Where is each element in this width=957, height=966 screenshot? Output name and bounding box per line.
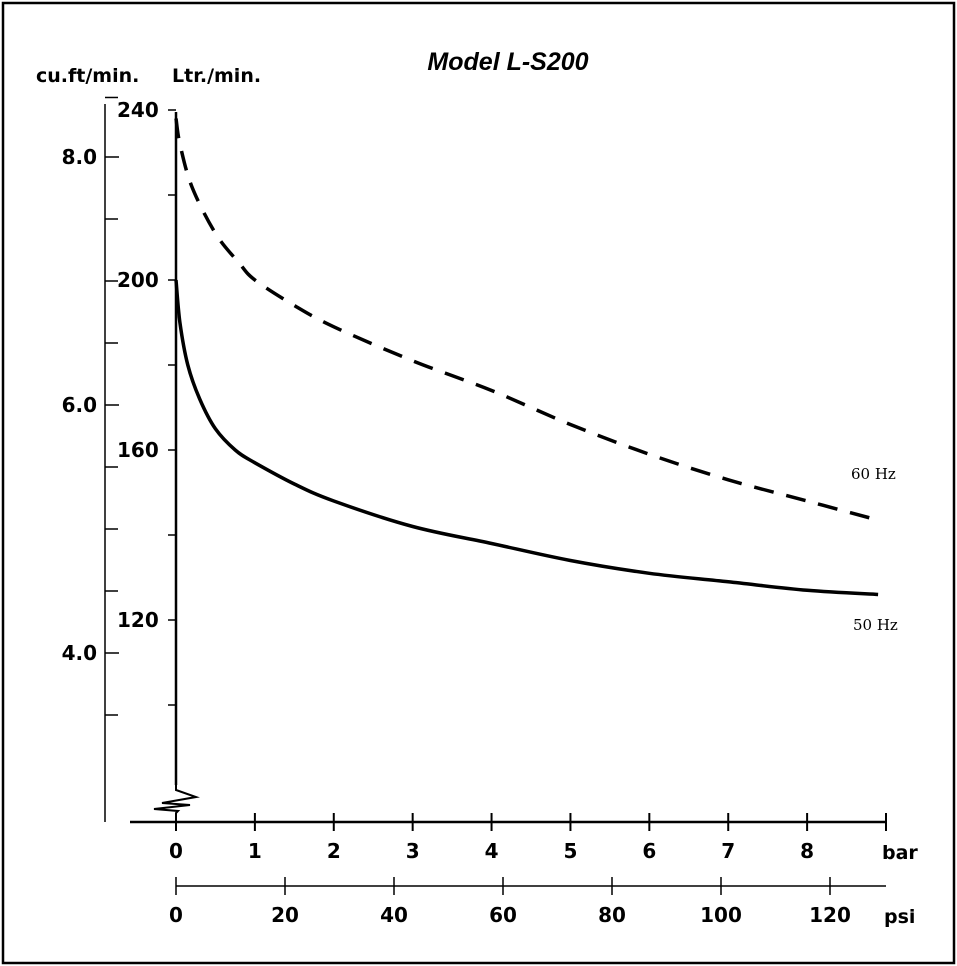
x-psi-tick-label: 20 bbox=[271, 903, 299, 927]
axis-break bbox=[153, 785, 200, 822]
y-outer-axis-label: cu.ft/min. bbox=[36, 65, 139, 87]
x-psi-tick-label: 60 bbox=[489, 903, 517, 927]
series-layer bbox=[174, 118, 879, 597]
series-line-60-hz bbox=[174, 118, 871, 520]
x-psi-tick-label: 80 bbox=[598, 903, 626, 927]
x-psi-axis-label: psi bbox=[884, 906, 915, 928]
x-bar-tick-label: 7 bbox=[721, 839, 735, 863]
series-label-60-hz: 60 Hz bbox=[851, 465, 896, 483]
y-inner-tick-label: 120 bbox=[117, 608, 159, 632]
y-inner-tick-label: 240 bbox=[117, 98, 159, 122]
y-inner-axis-label: Ltr./min. bbox=[172, 65, 261, 87]
x-bar-tick-label: 4 bbox=[485, 839, 499, 863]
axes bbox=[104, 96, 887, 895]
x-bar-tick-label: 1 bbox=[248, 839, 262, 863]
chart-title: Model L-S200 bbox=[427, 48, 588, 76]
x-psi-tick-label: 0 bbox=[169, 903, 183, 927]
x-psi-tick-label: 40 bbox=[380, 903, 408, 927]
x-bar-axis-label: bar bbox=[882, 842, 918, 864]
y-outer-tick-label: 6.0 bbox=[62, 393, 97, 417]
y-outer-tick-label: 4.0 bbox=[62, 641, 97, 665]
series-line-50-hz bbox=[174, 279, 879, 597]
y-inner-tick-label: 200 bbox=[117, 268, 159, 292]
y-outer-tick-label: 8.0 bbox=[62, 145, 97, 169]
x-bar-tick-label: 2 bbox=[327, 839, 341, 863]
series-label-50-hz: 50 Hz bbox=[853, 616, 898, 634]
x-bar-tick-label: 0 bbox=[169, 839, 183, 863]
x-bar-tick-label: 3 bbox=[406, 839, 420, 863]
y-inner-tick-label: 160 bbox=[117, 438, 159, 462]
x-bar-tick-label: 6 bbox=[642, 839, 656, 863]
x-bar-tick-label: 5 bbox=[563, 839, 577, 863]
x-bar-tick-label: 8 bbox=[800, 839, 814, 863]
x-psi-tick-label: 120 bbox=[809, 903, 851, 927]
x-psi-tick-label: 100 bbox=[700, 903, 742, 927]
